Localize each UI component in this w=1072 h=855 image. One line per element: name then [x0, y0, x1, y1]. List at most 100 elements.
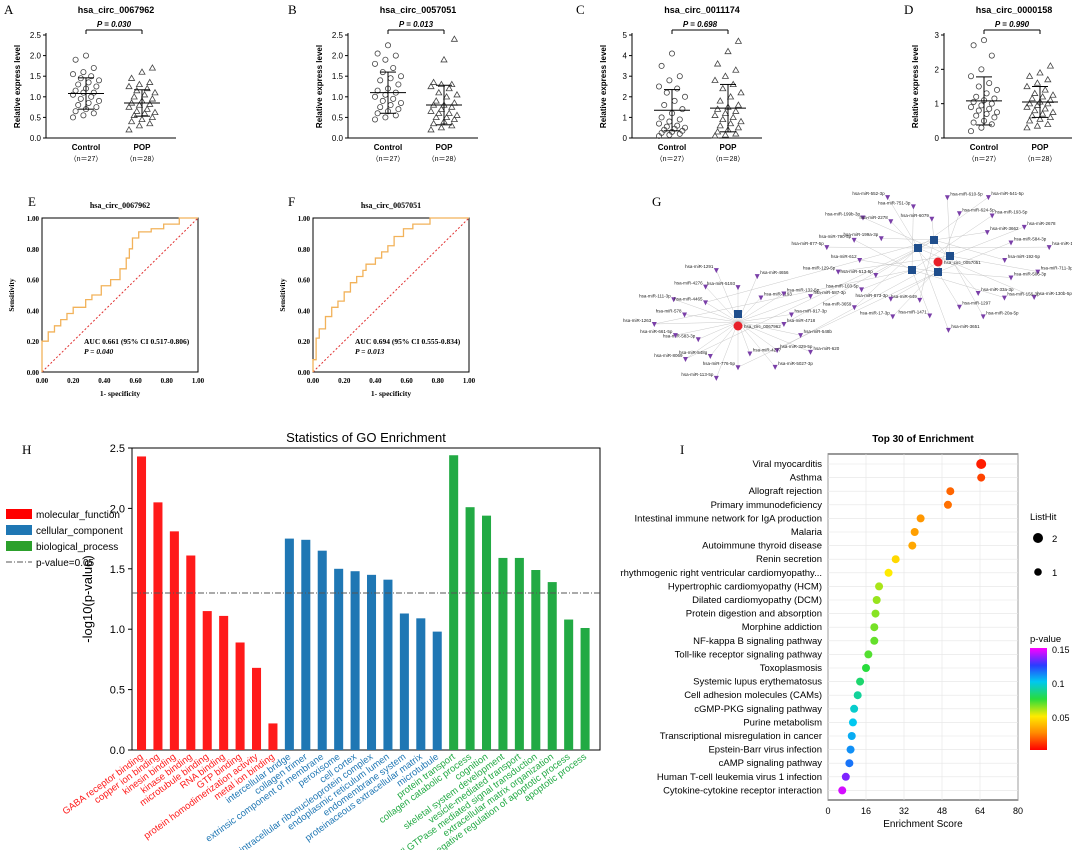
network-edge	[933, 231, 988, 241]
mirna-node	[1002, 258, 1008, 263]
network-edge	[919, 239, 935, 300]
network-edge	[737, 293, 784, 323]
x-axis-label: 1- specificity	[100, 389, 140, 398]
pathway-label: Primary immunodeficiency	[711, 500, 823, 511]
gene-node	[908, 266, 916, 274]
mirna-node	[975, 291, 981, 297]
network-edge	[917, 247, 1035, 298]
mirna-node	[929, 216, 935, 222]
y-axis-label: Relative express level	[315, 45, 324, 128]
data-point-circle	[93, 104, 100, 111]
data-point-triangle	[737, 88, 745, 96]
mirna-node	[857, 258, 863, 263]
enrichment-bubble	[872, 596, 881, 604]
size-legend-label: 2	[1052, 534, 1057, 545]
scatter-chart-b: B hsa_circ_0057051 0.0 0.5 1.0 1.5 2.0 2.5 Rela…	[288, 2, 478, 163]
y-tick-label: 0.5	[110, 685, 125, 697]
pathway-label: Asthma	[790, 473, 823, 484]
panel-d: D hsa_circ_0000158 0 1 2 3 Relative express l…	[804, 0, 1072, 170]
enrichment-bubble	[976, 459, 987, 469]
data-point-circle	[395, 81, 402, 88]
data-point-triangle	[138, 115, 146, 123]
panel-h: H Statistics of GO Enrichment 0.0 0.5 1.0 1.…	[0, 424, 620, 855]
go-bar	[137, 456, 147, 750]
data-point-triangle	[146, 100, 154, 107]
data-point-circle	[96, 97, 103, 104]
mirna-node	[1035, 269, 1041, 275]
mirna-node	[798, 333, 804, 339]
data-point-triangle	[1033, 122, 1042, 129]
data-point-triangle	[711, 111, 719, 118]
data-point-circle	[988, 121, 995, 128]
kegg-bubble-chart: I Top 30 of Enrichment 0 16 32 48 64 80 Viral m…	[611, 434, 1070, 830]
data-point-triangle	[130, 92, 138, 100]
data-point-triangle	[1025, 99, 1034, 107]
y-tick-label: 2	[623, 93, 628, 102]
roc-curve	[41, 217, 198, 372]
data-point-circle	[993, 86, 1000, 93]
pathway-label: Allograft rejection	[749, 486, 822, 497]
network-edge	[892, 255, 951, 317]
panel-letter: H	[22, 442, 31, 457]
mirna-node	[703, 300, 709, 306]
data-point-circle	[661, 102, 668, 109]
mirna-label: hsa-miR-620	[813, 346, 839, 351]
data-point-triangle	[1033, 79, 1042, 86]
network-edge	[684, 314, 739, 323]
data-point-circle	[377, 77, 384, 84]
mirna-label: hsa-miR-584-3p	[1014, 236, 1047, 241]
color-legend-title: p-value	[1030, 634, 1061, 645]
mirna-label: hsa-miR-583-3p	[663, 333, 696, 338]
mirna-node	[873, 272, 879, 278]
panel-e: E hsa_circ_0067962 0.00 0.00 0.20 0.20 0.40 0.…	[0, 188, 260, 408]
data-point-triangle	[453, 111, 461, 118]
x-tick-label: 0.20	[338, 377, 351, 385]
gene-node	[934, 268, 942, 276]
panel-letter: A	[4, 2, 14, 17]
data-point-circle	[658, 62, 665, 69]
data-point-triangle	[711, 76, 719, 83]
x-tick-label: 0.80	[161, 377, 174, 385]
data-point-circle	[663, 123, 670, 130]
data-point-triangle	[127, 117, 136, 125]
data-point-triangle	[1041, 86, 1049, 93]
network-diagram: G hsa-miR-192-5phsa-miR-711-3phsa-miR-50…	[623, 191, 1072, 381]
mirna-node	[835, 269, 841, 275]
data-point-circle	[668, 50, 675, 57]
data-point-triangle	[721, 131, 730, 138]
network-edge	[826, 246, 919, 249]
data-point-circle	[666, 77, 673, 84]
mirna-node	[851, 305, 857, 311]
data-point-triangle	[148, 64, 157, 71]
data-point-circle	[986, 80, 993, 87]
mirna-label: hsa-miR-4277	[753, 348, 782, 353]
y-axis-label: Sensitivity	[278, 278, 287, 312]
data-point-circle	[85, 99, 92, 106]
enrichment-bubble	[841, 772, 850, 781]
go-bar	[252, 667, 262, 750]
mirna-label: hsa-miR-548g	[679, 350, 708, 355]
network-edge	[890, 271, 939, 299]
data-point-triangle	[130, 111, 138, 118]
mirna-node	[878, 236, 884, 242]
mirna-label: hsa-miR-192-5p	[1008, 254, 1041, 259]
mirna-node	[713, 268, 719, 274]
roc-p-label: P = 0.040	[84, 347, 113, 356]
data-point-circle	[382, 114, 389, 121]
pathway-label: Dilated cardiomyopathy (DCM)	[692, 595, 822, 606]
mirna-node	[927, 313, 933, 319]
y-tick-label: 0.80	[298, 246, 311, 254]
data-point-triangle	[146, 119, 154, 127]
go-bar	[284, 538, 294, 750]
chart-title: Statistics of GO Enrichment	[286, 430, 446, 445]
mirna-label: hsa-miR-5193	[707, 281, 736, 286]
data-point-triangle	[127, 74, 136, 81]
data-point-circle	[988, 100, 995, 107]
chart-title: hsa_circ_0011174	[664, 5, 740, 15]
pathway-label: Epstein-Barr virus infection	[708, 745, 822, 756]
color-legend-tick: 0.15	[1052, 645, 1070, 655]
x-category-label: POP	[436, 143, 454, 152]
data-point-triangle	[148, 95, 157, 102]
x-category-label: POP	[134, 143, 152, 152]
enrichment-bubble	[848, 718, 857, 727]
